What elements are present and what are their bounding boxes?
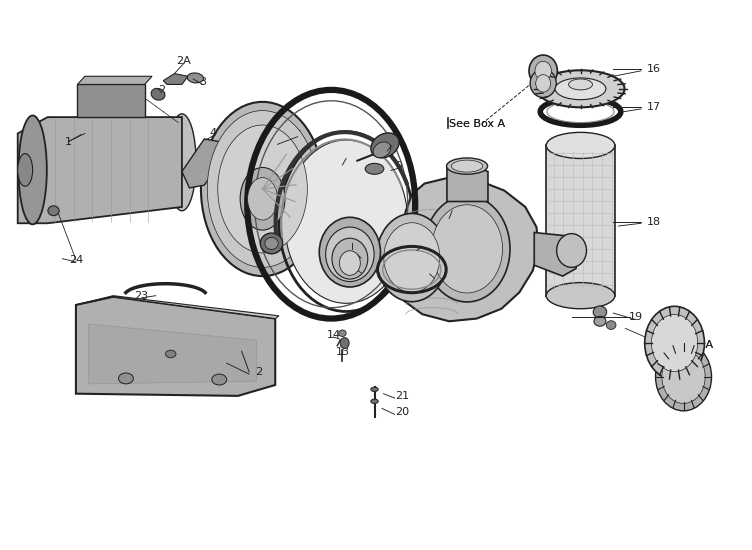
Ellipse shape <box>556 234 587 267</box>
Ellipse shape <box>339 251 360 275</box>
Text: 18: 18 <box>647 217 661 227</box>
Text: 23: 23 <box>135 291 149 301</box>
Ellipse shape <box>240 167 285 230</box>
Ellipse shape <box>656 343 711 411</box>
Polygon shape <box>76 297 275 396</box>
Text: 7: 7 <box>274 205 281 214</box>
Text: 2A: 2A <box>176 56 191 66</box>
Text: See Box A: See Box A <box>656 340 713 350</box>
Ellipse shape <box>644 306 705 380</box>
Text: 11: 11 <box>414 240 428 250</box>
Text: 4: 4 <box>210 129 217 139</box>
Ellipse shape <box>432 205 502 293</box>
Ellipse shape <box>530 69 556 97</box>
Ellipse shape <box>19 116 47 224</box>
Ellipse shape <box>447 158 487 174</box>
Circle shape <box>119 373 133 384</box>
Ellipse shape <box>535 75 550 92</box>
Ellipse shape <box>208 111 318 267</box>
Polygon shape <box>397 178 538 321</box>
Ellipse shape <box>546 133 615 158</box>
Ellipse shape <box>606 321 616 329</box>
Text: 24: 24 <box>68 255 83 265</box>
Text: 10B: 10B <box>351 266 371 276</box>
Ellipse shape <box>451 160 483 172</box>
Ellipse shape <box>265 238 278 249</box>
Polygon shape <box>89 324 256 384</box>
Ellipse shape <box>546 283 615 309</box>
Polygon shape <box>546 145 615 296</box>
Ellipse shape <box>384 223 440 293</box>
Ellipse shape <box>218 125 308 253</box>
Ellipse shape <box>569 79 593 90</box>
Text: 2: 2 <box>158 85 165 95</box>
Text: 6: 6 <box>343 151 350 161</box>
Polygon shape <box>182 139 220 188</box>
Text: 20: 20 <box>395 407 409 417</box>
Ellipse shape <box>18 153 32 186</box>
Text: See Box A: See Box A <box>449 119 505 129</box>
Text: 22: 22 <box>249 367 263 377</box>
Ellipse shape <box>371 387 378 392</box>
Ellipse shape <box>535 61 551 80</box>
Ellipse shape <box>371 133 399 158</box>
Ellipse shape <box>340 338 349 349</box>
Ellipse shape <box>326 227 374 282</box>
Text: 9: 9 <box>395 161 402 171</box>
Text: 10A: 10A <box>351 251 371 261</box>
Ellipse shape <box>376 213 447 302</box>
Ellipse shape <box>365 163 384 174</box>
Ellipse shape <box>284 140 408 303</box>
Ellipse shape <box>187 73 204 83</box>
Ellipse shape <box>594 316 606 326</box>
Text: 17: 17 <box>647 102 661 112</box>
Circle shape <box>165 350 176 358</box>
Ellipse shape <box>555 78 606 100</box>
Ellipse shape <box>320 217 381 287</box>
Ellipse shape <box>168 114 196 211</box>
Text: 8: 8 <box>388 138 396 149</box>
Text: 16: 16 <box>647 64 661 74</box>
Polygon shape <box>534 233 578 276</box>
Ellipse shape <box>529 55 557 86</box>
Text: 5: 5 <box>294 130 301 140</box>
Ellipse shape <box>338 330 346 337</box>
Ellipse shape <box>371 399 378 404</box>
Polygon shape <box>447 166 488 201</box>
Circle shape <box>212 374 226 385</box>
Ellipse shape <box>651 315 698 372</box>
Text: 3: 3 <box>199 76 206 87</box>
Polygon shape <box>76 296 279 318</box>
Ellipse shape <box>536 70 625 107</box>
Ellipse shape <box>201 102 324 276</box>
Text: 12: 12 <box>427 271 441 281</box>
Polygon shape <box>77 85 144 117</box>
Text: 13: 13 <box>335 347 350 358</box>
Text: 14: 14 <box>326 330 341 340</box>
Text: 10: 10 <box>345 236 359 246</box>
Ellipse shape <box>373 142 391 158</box>
Ellipse shape <box>424 196 510 302</box>
Text: 15: 15 <box>442 211 456 221</box>
Ellipse shape <box>260 233 283 254</box>
Polygon shape <box>77 76 152 85</box>
Ellipse shape <box>48 206 59 216</box>
Polygon shape <box>18 117 182 223</box>
Text: 21: 21 <box>395 391 409 401</box>
Polygon shape <box>163 74 188 85</box>
Ellipse shape <box>662 350 705 404</box>
Text: See Box A: See Box A <box>449 119 505 129</box>
Ellipse shape <box>593 306 607 318</box>
Text: See Box A: See Box A <box>656 340 713 350</box>
Ellipse shape <box>332 238 368 279</box>
Ellipse shape <box>151 89 165 100</box>
Text: 1: 1 <box>65 136 72 147</box>
Ellipse shape <box>247 178 277 220</box>
Text: 19: 19 <box>629 312 643 322</box>
